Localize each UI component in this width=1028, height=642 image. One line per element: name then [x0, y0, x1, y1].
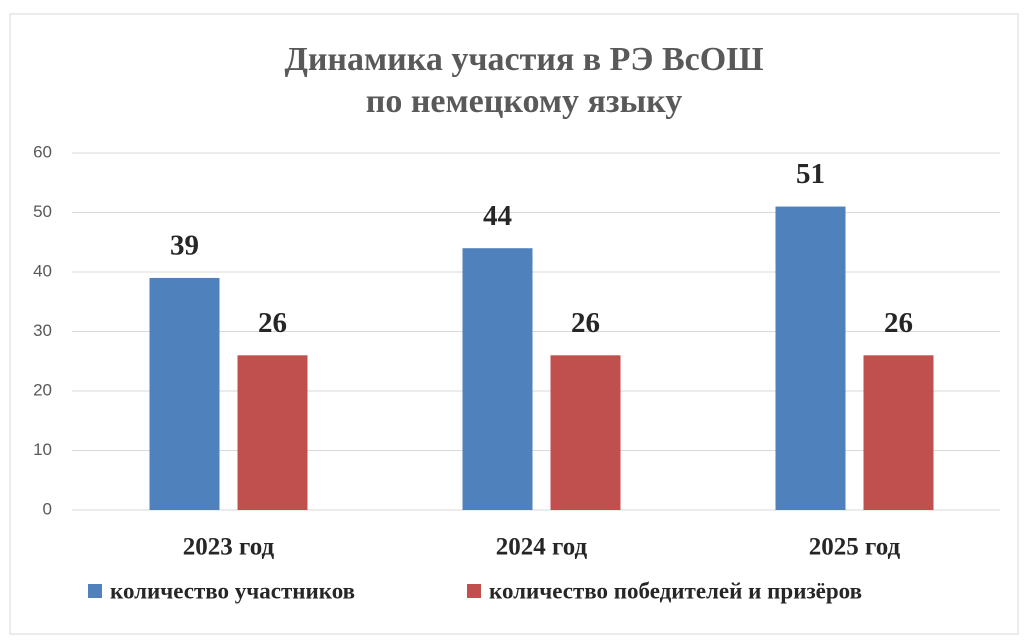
- bar: [775, 206, 846, 511]
- data-label: 26: [258, 307, 287, 339]
- y-tick-label: 40: [33, 261, 52, 280]
- legend-label: количество участников: [110, 578, 355, 603]
- bar: [462, 248, 533, 510]
- chart-title: по немецкому языку: [366, 83, 682, 120]
- legend-label: количество победителей и призёров: [489, 578, 862, 603]
- x-tick-label: 2023 год: [183, 534, 275, 561]
- data-label: 26: [571, 307, 600, 339]
- bar: [863, 355, 934, 510]
- y-tick-label: 60: [33, 142, 52, 161]
- data-label: 44: [483, 200, 512, 232]
- y-tick-label: 20: [33, 380, 52, 399]
- y-tick-label: 30: [33, 321, 52, 340]
- legend-swatch: [467, 584, 481, 598]
- x-tick-label: 2025 год: [809, 534, 901, 561]
- y-tick-label: 10: [33, 440, 52, 459]
- chart-title: Динамика участия в РЭ ВсОШ: [284, 41, 763, 78]
- data-label: 26: [884, 307, 913, 339]
- legend-swatch: [88, 584, 102, 598]
- y-tick-label: 50: [33, 202, 52, 221]
- x-tick-label: 2024 год: [496, 534, 588, 561]
- y-tick-label: 0: [43, 499, 52, 518]
- data-label: 39: [170, 230, 199, 262]
- data-label: 51: [796, 158, 825, 190]
- bar: [237, 355, 308, 510]
- bar: [550, 355, 621, 510]
- bar: [149, 277, 220, 510]
